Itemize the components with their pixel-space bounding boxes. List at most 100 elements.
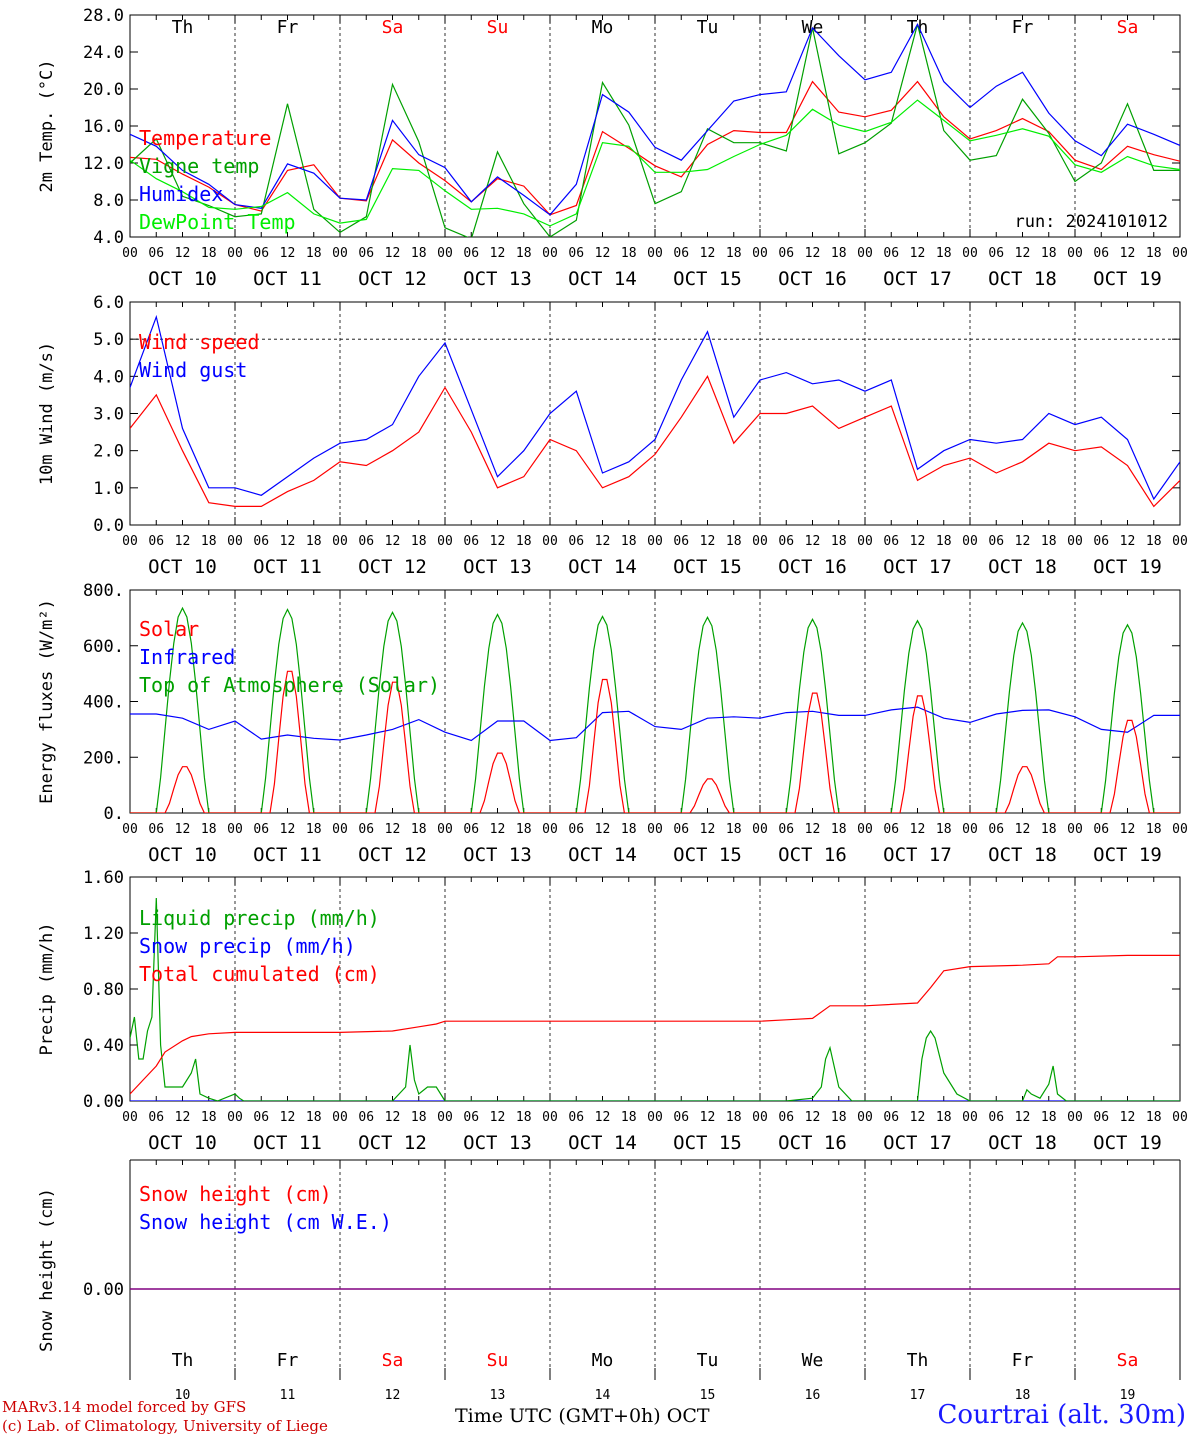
x-hour-label: 00 (752, 822, 768, 837)
x-date-label: OCT 15 (673, 268, 742, 290)
x-hour-label: 00 (1067, 822, 1083, 837)
x-axis-title: Time UTC (GMT+0h) OCT (455, 1405, 710, 1427)
x-hour-label: 00 (962, 534, 978, 549)
x-hour-label: 00 (1172, 822, 1188, 837)
x-hour-label: 00 (647, 1110, 663, 1125)
x-date-label: OCT 18 (988, 268, 1057, 290)
y-tick-label: 12.0 (83, 154, 124, 174)
x-hour-label: 18 (1146, 822, 1162, 837)
x-hour-label: 00 (332, 246, 348, 261)
x-hour-label: 06 (463, 534, 479, 549)
y-tick-label: 20.0 (83, 80, 124, 100)
series-line-solar (130, 670, 1180, 813)
x-date-label: OCT 17 (883, 1132, 952, 1154)
x-hour-label: 06 (358, 534, 374, 549)
x-hour-label: 12 (385, 1110, 401, 1125)
x-hour-label: 00 (227, 1110, 243, 1125)
x-hour-label: 12 (280, 1110, 296, 1125)
x-date-label: OCT 13 (463, 268, 532, 290)
x-hour-label: 06 (463, 822, 479, 837)
day-label: Th (172, 17, 194, 38)
x-hour-label: 06 (988, 822, 1004, 837)
x-hour-label: 00 (437, 246, 453, 261)
x-hour-label: 06 (148, 822, 164, 837)
x-hour-label: 00 (647, 822, 663, 837)
bottom-date-label: 19 (1120, 1388, 1136, 1403)
plot-area (130, 897, 1180, 1101)
x-hour-label: 18 (516, 246, 532, 261)
x-date-label: OCT 15 (673, 556, 742, 578)
credit-line-2: (c) Lab. of Climatology, University of L… (2, 1417, 328, 1435)
x-date-label: OCT 14 (568, 556, 637, 578)
x-date-label: OCT 10 (148, 1132, 217, 1154)
day-label: Th (907, 17, 929, 38)
x-hour-label: 00 (437, 822, 453, 837)
station-name: Courtrai (alt. 30m) (937, 1400, 1187, 1430)
x-hour-label: 18 (306, 822, 322, 837)
x-hour-label: 00 (542, 822, 558, 837)
x-hour-label: 12 (595, 1110, 611, 1125)
x-hour-label: 12 (175, 534, 191, 549)
x-hour-label: 00 (1172, 534, 1188, 549)
x-hour-label: 06 (1093, 246, 1109, 261)
x-hour-label: 12 (1015, 1110, 1031, 1125)
x-hour-label: 18 (516, 822, 532, 837)
x-date-label: OCT 11 (253, 556, 322, 578)
day-label: Fr (1012, 17, 1034, 38)
x-hour-label: 18 (201, 246, 217, 261)
y-tick-label: 800. (83, 581, 124, 601)
x-hour-label: 18 (1146, 246, 1162, 261)
x-hour-label: 18 (936, 822, 952, 837)
x-hour-label: 12 (805, 246, 821, 261)
legend-entry: Wind gust (139, 358, 247, 382)
x-hour-label: 06 (148, 1110, 164, 1125)
x-hour-label: 06 (253, 1110, 269, 1125)
x-date-label: OCT 19 (1093, 556, 1162, 578)
x-hour-label: 12 (280, 822, 296, 837)
legend-entry: Snow precip (mm/h) (139, 934, 356, 958)
y-tick-label: 0.00 (83, 1280, 124, 1300)
x-hour-label: 00 (437, 534, 453, 549)
x-hour-label: 06 (568, 246, 584, 261)
series-line-toa-solar (130, 606, 1180, 813)
bottom-date-label: 17 (910, 1388, 926, 1403)
x-hour-label: 00 (857, 822, 873, 837)
y-tick-label: 1.20 (83, 924, 124, 944)
bottom-date-label: 16 (805, 1388, 821, 1403)
x-hour-label: 00 (542, 1110, 558, 1125)
x-hour-label: 00 (122, 246, 138, 261)
x-hour-label: 06 (673, 246, 689, 261)
x-hour-label: 18 (726, 822, 742, 837)
x-hour-label: 18 (621, 822, 637, 837)
x-hour-label: 18 (831, 534, 847, 549)
x-hour-label: 00 (122, 534, 138, 549)
x-hour-label: 18 (726, 534, 742, 549)
x-hour-label: 00 (857, 1110, 873, 1125)
x-hour-label: 00 (1172, 246, 1188, 261)
x-hour-label: 12 (175, 246, 191, 261)
bottom-date-label: 13 (490, 1388, 506, 1403)
x-hour-label: 06 (568, 534, 584, 549)
x-axis-month: OCT (666, 1405, 710, 1427)
x-hour-label: 12 (1120, 1110, 1136, 1125)
panel-1: 4.0 8.0 12.0 16.0 20.0 24.0 28.0 2m Temp. (°C) 0… (37, 6, 1188, 290)
x-date-label: OCT 18 (988, 1132, 1057, 1154)
day-label: Fr (277, 17, 299, 38)
day-label: Tu (697, 1350, 719, 1371)
legend-entry: Wind speed (139, 330, 259, 354)
series-line-temperature (130, 80, 1180, 216)
x-date-label: OCT 14 (568, 1132, 637, 1154)
legend-entry: DewPoint Temp (139, 210, 296, 234)
x-hour-label: 06 (253, 246, 269, 261)
x-hour-label: 06 (778, 534, 794, 549)
series-line-total-cumulated (130, 954, 1180, 1095)
plot-area (130, 22, 1180, 237)
x-hour-label: 12 (490, 534, 506, 549)
x-hour-label: 12 (910, 246, 926, 261)
x-hour-label: 18 (831, 246, 847, 261)
x-hour-label: 06 (883, 822, 899, 837)
x-date-label: OCT 10 (148, 844, 217, 866)
x-hour-label: 06 (1093, 1110, 1109, 1125)
y-tick-label: 400. (83, 693, 124, 713)
x-hour-label: 18 (306, 1110, 322, 1125)
